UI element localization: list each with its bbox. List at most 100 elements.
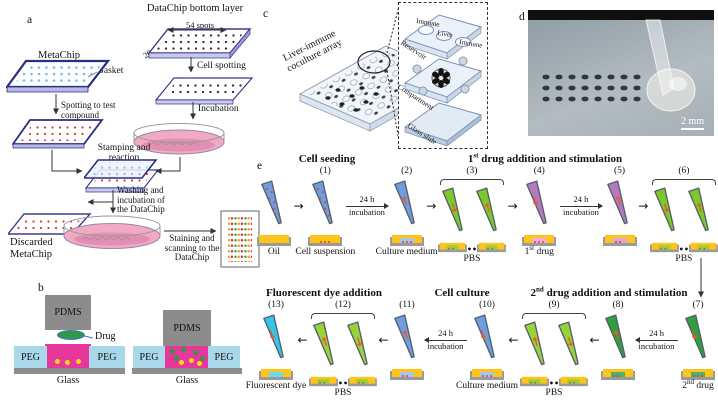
- first-drug-sup: st: [529, 244, 535, 252]
- incubation-hours: 24 h: [438, 328, 453, 339]
- pipette-area: ↑: [474, 186, 504, 240]
- step-label: Culture medium: [455, 381, 518, 391]
- arrow-line-right: [559, 202, 603, 209]
- pipette-icon: [263, 314, 284, 359]
- cell-dot-icon: [55, 359, 60, 364]
- datachip-icon: [148, 27, 252, 60]
- pipette-area: ↓ ↑: [438, 186, 506, 240]
- spots-cols-label: 54 spots: [185, 20, 215, 30]
- flow-arrow-left: ←: [589, 333, 600, 347]
- datachip-spotted-icon: [155, 77, 254, 105]
- incubation-connector: 24 h incubation: [345, 179, 389, 233]
- pipette-icon: [558, 321, 579, 366]
- pipette-icon: [654, 187, 675, 232]
- workflow-row-bottom: (13) ↓ Fluorescent dye ← (12) ↑ ↓ •• PBS…: [246, 300, 718, 399]
- pdms-label: PDMS: [54, 307, 82, 318]
- incubation-connector: 24 h incubation: [423, 313, 467, 367]
- step-number: (5): [614, 166, 626, 176]
- wells-row: ••: [649, 240, 718, 254]
- drug-dot-icon: [174, 356, 179, 361]
- well-icon: [309, 376, 338, 387]
- gel-spot-right: [164, 344, 210, 368]
- well-icon: [390, 369, 424, 380]
- well-icon: [559, 376, 588, 387]
- flow-arrow-left: ←: [297, 333, 308, 347]
- well-icon: [477, 242, 506, 253]
- well-icon: [688, 242, 718, 253]
- step-8-aspirate-drug: (8) ↑: [601, 300, 635, 382]
- step-5-aspirate-drug: (5) ↑: [602, 166, 637, 248]
- pipette-area: ↑: [522, 320, 552, 374]
- step-label: Oil: [267, 247, 281, 257]
- step-label: 1st drug: [502, 245, 576, 258]
- panel-e-label: e: [257, 160, 263, 172]
- peg-block: PEG: [133, 346, 165, 368]
- arrow-line-left: [423, 336, 467, 343]
- step-label: PBS: [545, 388, 563, 398]
- pipette-icon: [312, 180, 334, 225]
- repeat-dots: ••: [337, 379, 349, 388]
- step-11-aspirate-medium: (11) ↑: [390, 300, 424, 382]
- peg-block: PEG: [89, 346, 125, 368]
- well-icon: [257, 235, 291, 246]
- pipette-area: ↓: [440, 186, 470, 240]
- drug-label: Drug: [95, 331, 116, 342]
- pdms-label: PDMS: [173, 322, 201, 334]
- gasket-label: Gasket: [97, 66, 124, 76]
- step-label: Fluorescent dye: [245, 381, 307, 391]
- arrow-line-right: [345, 202, 389, 209]
- scale-bar: 2 mm: [680, 116, 704, 130]
- pipette-area: ↓: [652, 186, 682, 240]
- pipette-area: ↓: [519, 179, 559, 233]
- step-number: (13): [268, 300, 284, 310]
- pipette-area: ↑: [603, 179, 637, 233]
- incubation-hours: 24 h: [649, 328, 664, 339]
- discarded-label: Discarded MetaChip: [10, 237, 53, 260]
- step-number: (9): [548, 300, 560, 310]
- pipette-area: ↑: [601, 313, 635, 367]
- petri-dish2-icon: [63, 215, 161, 249]
- step-7-second-drug: (7) ↓ 2nd drug: [678, 300, 718, 392]
- photo-panel: 2 mm: [528, 10, 714, 136]
- cell-dot-icon: [76, 359, 81, 364]
- step-number: (7): [692, 300, 704, 310]
- incubation-word: incubation: [427, 340, 464, 351]
- metachip-label: MetaChip: [38, 50, 80, 61]
- step-12-pbs-wash: (12) ↑ ↓ •• PBS: [309, 300, 377, 399]
- flow-arrow-left: ←: [378, 333, 389, 347]
- glass-label: Glass: [56, 375, 80, 386]
- step-number: (2): [401, 166, 413, 176]
- pipette-area: ↓: [678, 313, 718, 367]
- panel-d-label: d: [519, 11, 525, 23]
- pipette-icon: [524, 321, 545, 366]
- cell-spotting-label: Cell spotting: [197, 61, 246, 71]
- step-number: (3): [466, 166, 478, 176]
- heading-second-rest: drug addition and stimulation: [543, 287, 688, 299]
- step-number: (1): [319, 166, 331, 176]
- panel-a-label: a: [27, 14, 33, 26]
- step-oil: Oil: [256, 166, 292, 258]
- drug-droplet-icon: [57, 330, 85, 340]
- well-icon: [602, 235, 637, 246]
- peg-label: PEG: [97, 351, 117, 363]
- drug-dot-icon: [200, 356, 205, 361]
- washing-label: Washing and incubation of the DataChip: [117, 185, 165, 215]
- second-drug-rest: drug: [693, 381, 714, 392]
- droplet-array-photo: [542, 19, 696, 112]
- metachip-icon: [6, 59, 110, 93]
- heading-first-sup: st: [473, 151, 479, 160]
- inset-box: [398, 2, 488, 149]
- incubation-word: incubation: [349, 206, 385, 217]
- panel-b-label: b: [38, 282, 44, 294]
- heading-first-base: 1: [467, 153, 474, 165]
- pipette-icon: [393, 180, 415, 225]
- group-bracket: [521, 313, 587, 319]
- step-number: (4): [533, 166, 545, 176]
- pipette-icon: [442, 187, 463, 232]
- drug-dot-icon: [181, 347, 186, 352]
- stamping-label: Stamping and reaction: [97, 143, 151, 164]
- step-3-pbs-wash: (3) ↓ ↑ •• PBS: [437, 166, 506, 265]
- petri-dish-icon: [133, 123, 225, 155]
